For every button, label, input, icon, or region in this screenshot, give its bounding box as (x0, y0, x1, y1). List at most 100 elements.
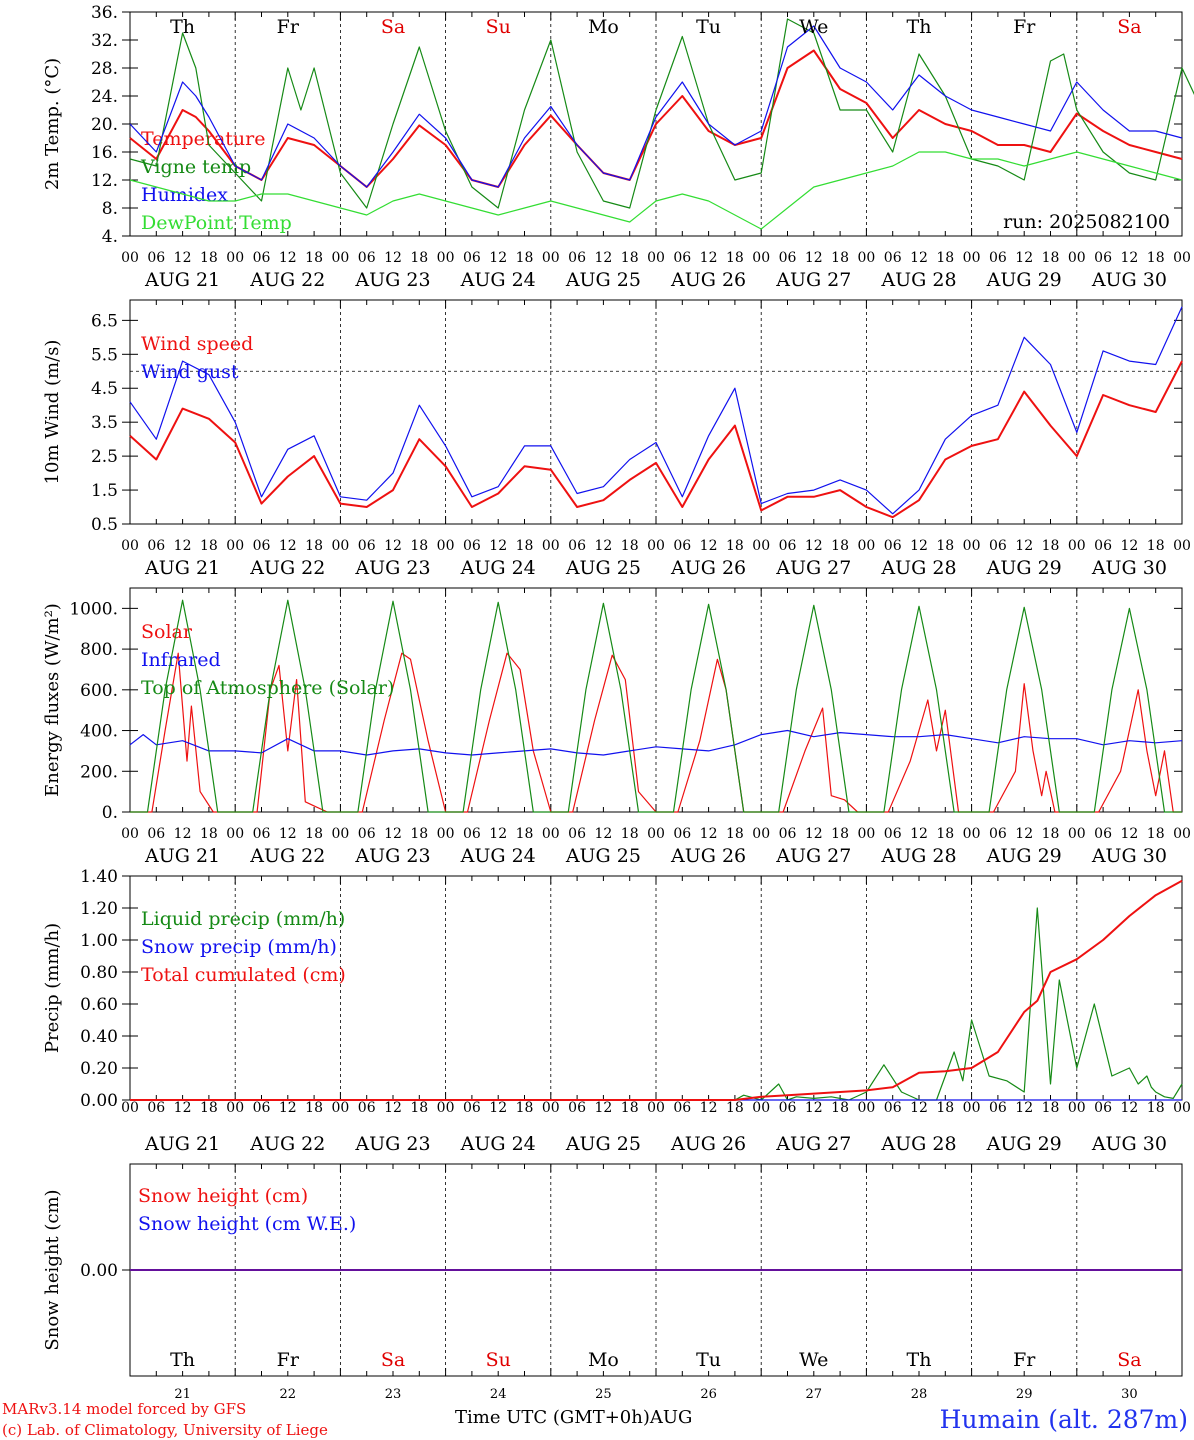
x-hour-label: 06 (147, 250, 165, 266)
x-hour-label: 18 (831, 538, 849, 554)
x-hour-label: 06 (779, 538, 797, 554)
legend-light_green: DewPoint Temp (141, 212, 292, 234)
x-hour-label: 06 (253, 538, 271, 554)
x-hour-label: 06 (568, 538, 586, 554)
x-date-label: AUG 30 (1091, 845, 1167, 867)
x-hour-label: 00 (647, 250, 665, 266)
day-name: Mo (588, 16, 619, 38)
x-date-label: AUG 24 (460, 1133, 536, 1155)
x-hour-label: 12 (489, 538, 507, 554)
x-hour-label: 12 (805, 1100, 823, 1116)
y-tick-label: 5.5 (91, 345, 118, 365)
day-name: Th (170, 1349, 195, 1371)
x-hour-label: 12 (174, 538, 192, 554)
x-hour-label: 06 (673, 1100, 691, 1116)
legend-red: Solar (141, 621, 193, 643)
run-label: run: 2025082100 (1003, 211, 1170, 233)
x-hour-label: 00 (752, 1100, 770, 1116)
y-tick-label: 0.20 (80, 1059, 118, 1079)
x-hour-label: 18 (831, 826, 849, 842)
day-name: Th (907, 1349, 932, 1371)
x-hour-label: 12 (279, 1100, 297, 1116)
x-hour-label: 06 (989, 538, 1007, 554)
x-hour-label: 00 (857, 1100, 875, 1116)
x-hour-label: 12 (279, 826, 297, 842)
x-hour-label: 18 (621, 1100, 639, 1116)
plot-frame (129, 587, 1183, 813)
x-hour-label: 12 (174, 250, 192, 266)
x-hour-label: 18 (936, 250, 954, 266)
day-name: Su (486, 16, 511, 38)
x-date-label: AUG 30 (1091, 269, 1167, 291)
day-name: Th (170, 16, 195, 38)
model-credit: MARv3.14 model forced by GFS (2, 1400, 246, 1418)
x-date-label: AUG 29 (986, 845, 1062, 867)
x-hour-label: 12 (1015, 250, 1033, 266)
x-hour-label: 12 (384, 538, 402, 554)
y-tick-label: 1.00 (80, 931, 118, 951)
legend-green: Liquid precip (mm/h) (141, 908, 345, 930)
y-tick-label: 4.5 (91, 379, 118, 399)
x-hour-label: 12 (910, 1100, 928, 1116)
x-hour-label: 00 (647, 538, 665, 554)
x-date-label: AUG 26 (670, 845, 746, 867)
x-date-label: AUG 25 (565, 557, 641, 579)
panel-snow: 0.00 Snow height (cm) Snow height (cm) Snow… (42, 1163, 1183, 1402)
x-hour-label: 00 (437, 1100, 455, 1116)
series-line-blue (129, 25, 1183, 188)
x-hour-label: 18 (1042, 1100, 1060, 1116)
y-tick-label: 800. (80, 640, 118, 660)
x-hour-label: 00 (226, 538, 244, 554)
x-date-label: AUG 25 (565, 1133, 641, 1155)
y-tick-label: 1.20 (80, 899, 118, 919)
x-hour-label: 12 (384, 1100, 402, 1116)
x-hour-label: 12 (805, 250, 823, 266)
x-hour-label: 12 (594, 1100, 612, 1116)
x-hour-label: 00 (963, 1100, 981, 1116)
x-hour-label: 18 (410, 826, 428, 842)
x-hour-label: 00 (121, 250, 139, 266)
series-line-light_green (129, 151, 1183, 230)
x-hour-label: 12 (384, 826, 402, 842)
day-name: Su (486, 1349, 511, 1371)
x-hour-label: 00 (963, 826, 981, 842)
y-tick-label: 0.00 (80, 1091, 118, 1111)
x-date-label: AUG 22 (249, 269, 325, 291)
x-date-label: AUG 21 (144, 1133, 220, 1155)
lab-credit: (c) Lab. of Climatology, University of L… (2, 1421, 328, 1439)
x-hour-label: 12 (1015, 538, 1033, 554)
x-hour-label: 00 (752, 826, 770, 842)
y-axis-label: 10m Wind (m/s) (42, 340, 63, 485)
x-hour-label: 00 (1068, 1100, 1086, 1116)
x-hour-label: 18 (621, 826, 639, 842)
x-hour-label: 06 (463, 538, 481, 554)
x-hour-label: 00 (121, 538, 139, 554)
x-date-label: AUG 24 (460, 269, 536, 291)
day-name: Sa (1117, 1349, 1141, 1371)
x-hour-label: 12 (489, 250, 507, 266)
legend-green: Top of Atmosphere (Solar) (141, 677, 394, 699)
x-date-label: AUG 28 (880, 269, 956, 291)
x-hour-label: 00 (226, 250, 244, 266)
x-hour-label: 18 (200, 538, 218, 554)
day-name: Mo (588, 1349, 619, 1371)
x-hour-label: 06 (147, 1100, 165, 1116)
x-hour-label: 18 (410, 538, 428, 554)
x-hour-label: 18 (1147, 1100, 1165, 1116)
y-tick-label: 12. (91, 171, 118, 191)
x-hour-label: 00 (1068, 538, 1086, 554)
y-tick-label: 24. (91, 87, 118, 107)
x-hour-label: 00 (331, 538, 349, 554)
y-tick-label: 400. (80, 722, 118, 742)
legend-blue: Infrared (141, 649, 221, 671)
x-hour-label: 00 (752, 250, 770, 266)
x-date-label: AUG 30 (1091, 1133, 1167, 1155)
x-hour-label: 18 (621, 250, 639, 266)
legend-green: Vigne temp (140, 156, 251, 178)
x-date-label: AUG 28 (880, 1133, 956, 1155)
y-tick-label: 1.40 (80, 867, 118, 887)
x-hour-label: 06 (358, 826, 376, 842)
day-name: Sa (381, 16, 405, 38)
x-hour-label: 12 (1015, 1100, 1033, 1116)
y-tick-label: 0.80 (80, 963, 118, 983)
